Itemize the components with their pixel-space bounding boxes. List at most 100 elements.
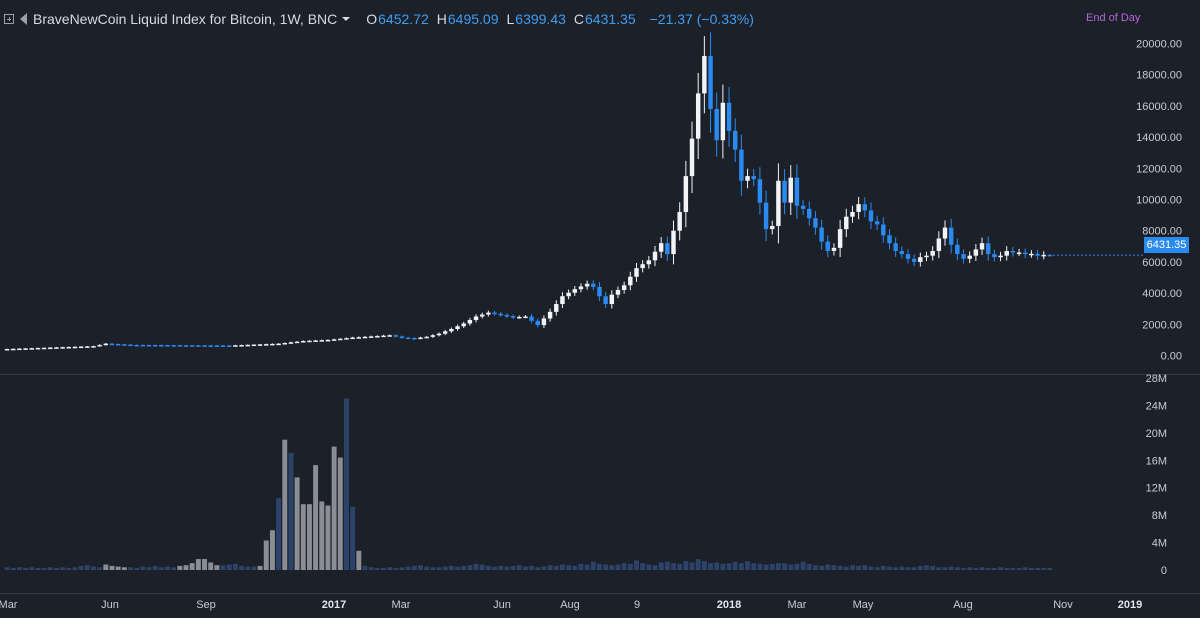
end-of-day-label[interactable]: End of Day [1086, 12, 1141, 24]
candle-body [313, 340, 318, 342]
volume-bar [350, 506, 356, 570]
candle-body [739, 149, 744, 181]
volume-bar [430, 567, 436, 570]
candle-body [276, 343, 281, 346]
candle-body [702, 55, 707, 94]
volume-bar [874, 567, 880, 570]
volume-bar [53, 567, 59, 570]
volume-bar [362, 565, 368, 570]
candle-body [85, 346, 90, 348]
volume-bar [140, 566, 146, 570]
volume-bar [381, 567, 386, 570]
candle-body [887, 235, 892, 244]
volume-bar [473, 563, 479, 570]
candle-body [893, 243, 898, 251]
volume-bar [387, 567, 393, 570]
candle-body [763, 202, 769, 230]
candle-body [301, 341, 306, 343]
volume-bar [257, 565, 263, 570]
chevron-down-icon[interactable] [342, 17, 351, 21]
candle-body [467, 320, 473, 324]
candle-body [159, 345, 164, 347]
volume-bar [239, 565, 245, 570]
volume-bar [479, 564, 485, 570]
candle-body [905, 254, 911, 259]
candle-body [307, 340, 312, 343]
candle-body [294, 341, 300, 344]
candle-body [973, 249, 979, 256]
candle-body [1041, 254, 1046, 257]
volume-bar [590, 561, 596, 570]
candle-body [541, 318, 547, 326]
volume-bar [584, 564, 590, 570]
low-value: 6399.43 [515, 11, 566, 27]
volume-bar [603, 564, 609, 570]
volume-bar [368, 567, 374, 570]
volume-bar [899, 566, 905, 570]
candle-body [658, 243, 664, 252]
volume-bar [195, 559, 201, 570]
candle-body [844, 216, 849, 230]
volume-bar [800, 561, 806, 570]
volume-bar [689, 562, 695, 570]
volume-bar [714, 562, 720, 570]
candle-body [165, 345, 170, 347]
price-axis-tick: 0.00 [1161, 351, 1182, 363]
candle-body [578, 286, 584, 290]
candle-body [473, 316, 479, 321]
volume-bar [930, 565, 936, 570]
candle-body [418, 337, 423, 340]
volume-bar [529, 565, 535, 570]
candle-body [393, 335, 399, 337]
candle-body [529, 316, 534, 321]
volume-bar [226, 564, 232, 570]
candle-body [726, 102, 732, 131]
candle-body [899, 250, 905, 255]
volume-bar [134, 567, 140, 570]
candle-body [523, 316, 528, 319]
volume-bar [547, 565, 553, 570]
flag-icon[interactable] [20, 13, 27, 25]
candle-body [948, 227, 954, 245]
symbol-title[interactable]: BraveNewCoin Liquid Index for Bitcoin, 1… [33, 11, 338, 27]
volume-bar [553, 565, 559, 570]
candle-body [17, 348, 22, 351]
candle-body [270, 343, 275, 346]
volume-bar [751, 563, 757, 570]
time-axis-tick: Nov [1053, 599, 1073, 611]
volume-bar [177, 565, 183, 570]
volume-bar [411, 565, 417, 570]
candle-body [196, 345, 201, 347]
candle-body [560, 296, 565, 305]
candle-body [387, 335, 392, 337]
volume-bar [991, 567, 997, 570]
candle-body [745, 176, 750, 181]
volume-bar [535, 567, 541, 570]
volume-bar [60, 567, 66, 570]
volume-bar [455, 566, 461, 570]
volume-bar [214, 565, 220, 570]
candle-body [66, 346, 72, 349]
time-axis-tick: Jun [101, 599, 119, 611]
volume-bar [998, 567, 1004, 570]
change-value: −21.37 (−0.33%) [649, 11, 754, 27]
candle-body [609, 294, 615, 305]
candle-body [146, 344, 152, 347]
volume-bar [47, 567, 53, 570]
candle-body [1035, 253, 1040, 256]
volume-bar [782, 563, 788, 570]
candle-body [11, 348, 16, 351]
collapse-panel-icon[interactable] [4, 14, 14, 24]
candle-body [942, 227, 948, 239]
volume-bar [245, 566, 251, 570]
candle-body [819, 227, 824, 242]
candle-body [449, 328, 454, 332]
candle-body [782, 180, 787, 203]
candle-body [800, 205, 806, 209]
price-axis-tick: 2000.00 [1142, 319, 1182, 331]
volume-bar [664, 561, 670, 570]
candle-body [628, 276, 633, 286]
volume-bar [640, 563, 646, 570]
volume-bar [596, 563, 602, 570]
